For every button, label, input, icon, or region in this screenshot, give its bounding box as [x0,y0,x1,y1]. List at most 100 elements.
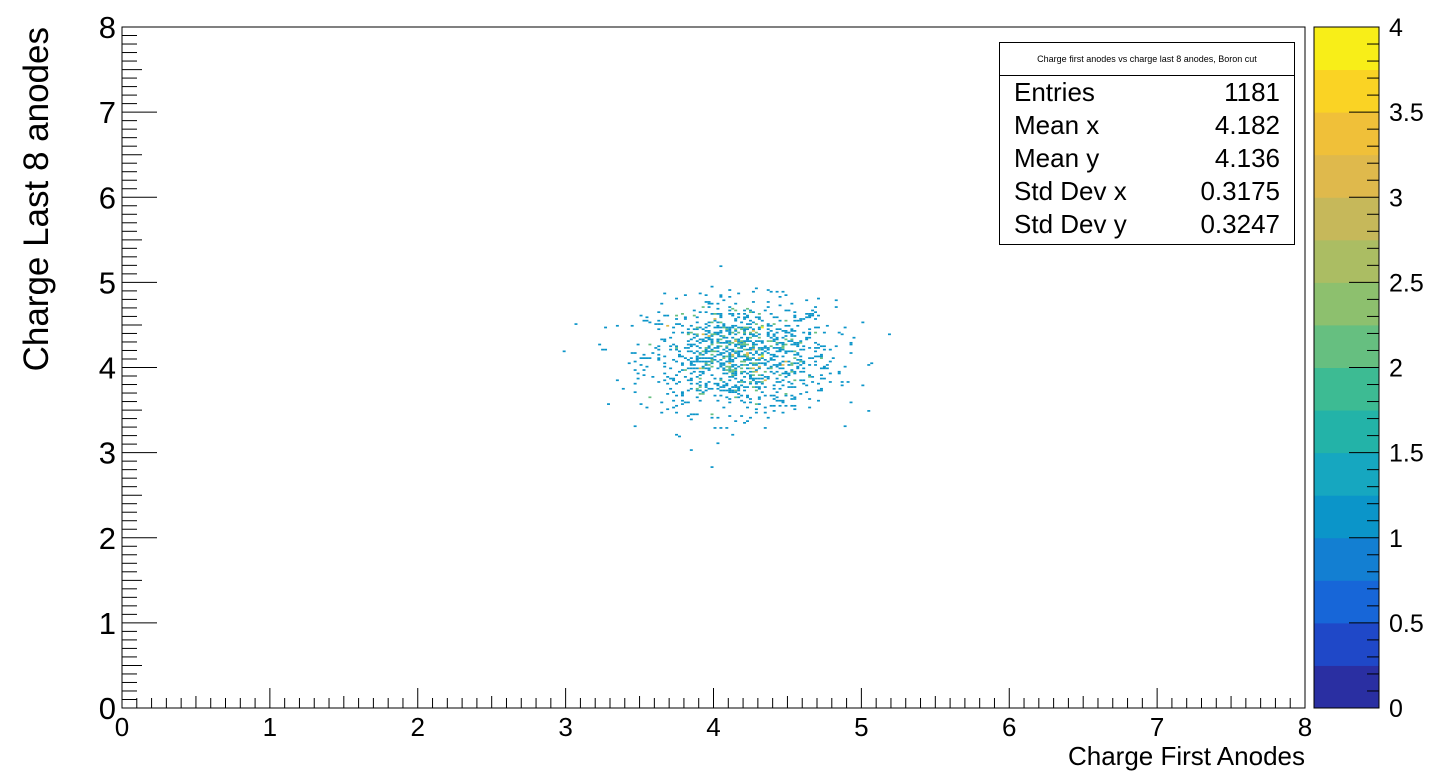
histogram-cell [719,326,723,329]
palette-band [1314,197,1379,241]
histogram-cell [790,394,794,397]
histogram-cell [651,352,655,354]
histogram-cell [689,413,693,416]
histogram-cell [675,297,679,300]
histogram-cell [808,364,812,366]
histogram-cell [725,347,729,349]
histogram-cell [672,391,676,394]
histogram-cell [796,358,800,361]
histogram-cell [748,319,752,322]
histogram-cell [754,350,758,353]
histogram-cell [648,321,652,324]
histogram-cell [769,336,773,339]
histogram-cell [698,381,702,383]
histogram-cell [731,386,735,388]
histogram-cell [689,372,693,375]
histogram-cell [834,345,838,348]
histogram-cell [781,330,785,332]
histogram-cell [778,328,782,331]
histogram-cell [639,314,643,317]
histogram-cell [796,352,800,354]
histogram-cell [754,323,758,325]
histogram-cell [781,345,785,348]
stats-row: Std Dev x 0.3175 [1000,175,1294,208]
histogram-cell [704,357,708,359]
histogram-cell [695,333,699,336]
histogram-cell [657,381,661,383]
histogram-cell [760,326,764,329]
histogram-cell [630,324,634,327]
histogram-cell [713,350,717,353]
histogram-cell [719,394,723,397]
histogram-cell [698,370,702,373]
histogram-cell [751,343,755,346]
histogram-cell [763,376,767,378]
histogram-cell [710,335,714,337]
histogram-cell [748,401,752,404]
histogram-cell [562,350,566,353]
histogram-cell [704,330,708,332]
histogram-cell [746,314,749,317]
histogram-cell [728,376,732,378]
histogram-cell [725,326,729,329]
histogram-cell [746,355,749,358]
histogram-cell [719,313,723,315]
histogram-cell [757,316,761,319]
histogram-cell [757,347,761,349]
histogram-cell [757,377,761,380]
histogram-cell [775,341,779,344]
histogram-cell [781,355,785,358]
histogram-cell [719,265,723,268]
histogram-cell [734,324,738,327]
histogram-cell [707,350,711,353]
histogram-cell [757,358,761,361]
histogram-cell [754,389,758,392]
histogram-cell [746,353,749,356]
histogram-cell [666,376,670,378]
histogram-cell [799,364,803,366]
histogram-cell [746,326,749,329]
histogram-cell [689,377,693,380]
histogram-cell [731,389,735,392]
histogram-cell [748,311,752,314]
histogram-cell [734,343,738,346]
histogram-cell [704,350,708,353]
histogram-cell [710,374,714,377]
histogram-cell [793,350,797,353]
histogram-cell [731,353,735,356]
histogram-cell [837,331,841,334]
x-tick-label: 3 [558,712,572,742]
histogram-cell [678,435,681,438]
stats-label: Mean y [1014,143,1100,173]
histogram-cell [751,377,755,380]
histogram-cell [716,345,720,348]
histogram-cell [814,311,818,314]
histogram-cell [793,316,797,319]
histogram-cell [757,313,761,315]
histogram-cell [775,316,779,319]
histogram-cell [790,340,794,342]
histogram-cell [722,341,726,344]
histogram-cell [837,370,841,373]
histogram-cell [713,318,717,320]
histogram-cell [704,323,708,325]
histogram-cell [689,345,693,348]
histogram-cell [716,302,720,305]
histogram-cell [760,340,764,342]
histogram-cell [757,333,761,336]
histogram-cell [769,357,773,359]
histogram-cell [707,302,711,305]
histogram-cell [686,367,690,370]
histogram-cell [728,306,732,308]
histogram-cell [678,323,681,325]
histogram-cell [660,302,664,305]
histogram-cell [772,340,776,342]
histogram-cell [734,345,738,348]
histogram-cell [790,404,794,407]
histogram-cell [769,313,773,315]
histogram-cell [704,367,708,370]
histogram-cell [769,290,773,293]
histogram-cell [722,386,726,388]
histogram-cell [725,382,729,385]
histogram-cell [728,358,732,361]
